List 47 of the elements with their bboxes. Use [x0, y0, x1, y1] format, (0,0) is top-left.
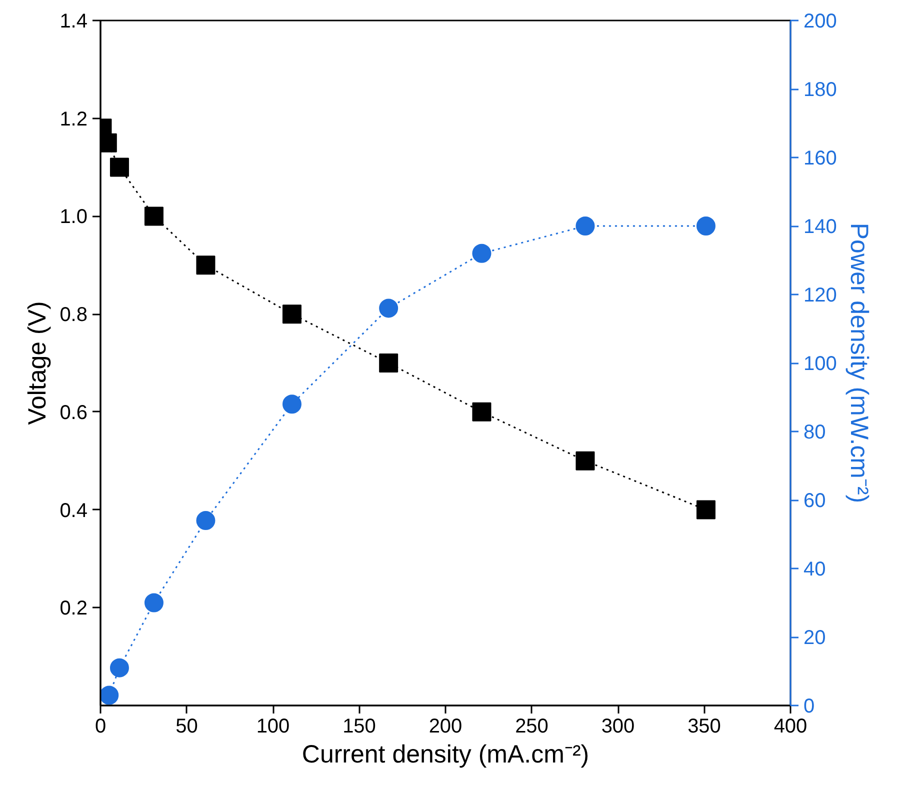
point [110, 658, 129, 678]
x-tick-label: 250 [515, 716, 548, 738]
point [144, 206, 164, 226]
y2-tick-label: 180 [804, 79, 837, 101]
point [379, 298, 398, 318]
y-axis-title: Voltage (V) [24, 301, 52, 425]
point [196, 256, 216, 275]
x-tick-label: 300 [601, 716, 635, 738]
x-tick-label: 0 [94, 716, 106, 738]
y-tick-label: 0.4 [60, 500, 88, 522]
y-tick-label: 1.4 [60, 10, 88, 32]
y2-tick-label: 100 [804, 353, 837, 375]
point [196, 511, 216, 530]
y-tick-label: 1.2 [60, 108, 88, 130]
y2-tick-label: 20 [804, 627, 826, 649]
x-tick-label: 100 [256, 716, 290, 738]
y2-axis-title: Power density (mW.cm⁻²) [844, 222, 873, 504]
point [472, 402, 492, 422]
point [576, 451, 595, 470]
point [576, 216, 595, 236]
y-tick-label: 0.2 [60, 598, 88, 620]
y-tick-label: 0.6 [60, 402, 88, 424]
y2-tick-label: 80 [804, 422, 826, 444]
point [100, 686, 119, 705]
y2-tick-label: 120 [804, 284, 837, 306]
x-tick-label: 350 [688, 716, 721, 738]
y-tick-label: 0.8 [60, 304, 88, 326]
y2-tick-label: 160 [804, 148, 837, 170]
y2-tick-label: 140 [804, 216, 837, 238]
x-axis-title: Current density (mA.cm⁻²) [302, 740, 590, 768]
point [282, 394, 302, 414]
x-tick-label: 150 [342, 716, 376, 738]
y-tick-label: 1.0 [60, 206, 88, 228]
point [144, 593, 164, 612]
y2-tick-label: 60 [804, 490, 826, 512]
point [379, 354, 398, 372]
point [472, 244, 492, 263]
point [110, 158, 129, 177]
point [696, 500, 716, 520]
y2-tick-label: 40 [804, 558, 826, 580]
point [696, 216, 716, 236]
x-tick-label: 50 [176, 716, 198, 738]
y2-tick-label: 0 [804, 696, 815, 718]
y2-tick-label: 200 [804, 10, 837, 32]
x-tick-label: 400 [774, 716, 808, 738]
x-tick-label: 200 [428, 716, 462, 738]
point [282, 304, 302, 324]
